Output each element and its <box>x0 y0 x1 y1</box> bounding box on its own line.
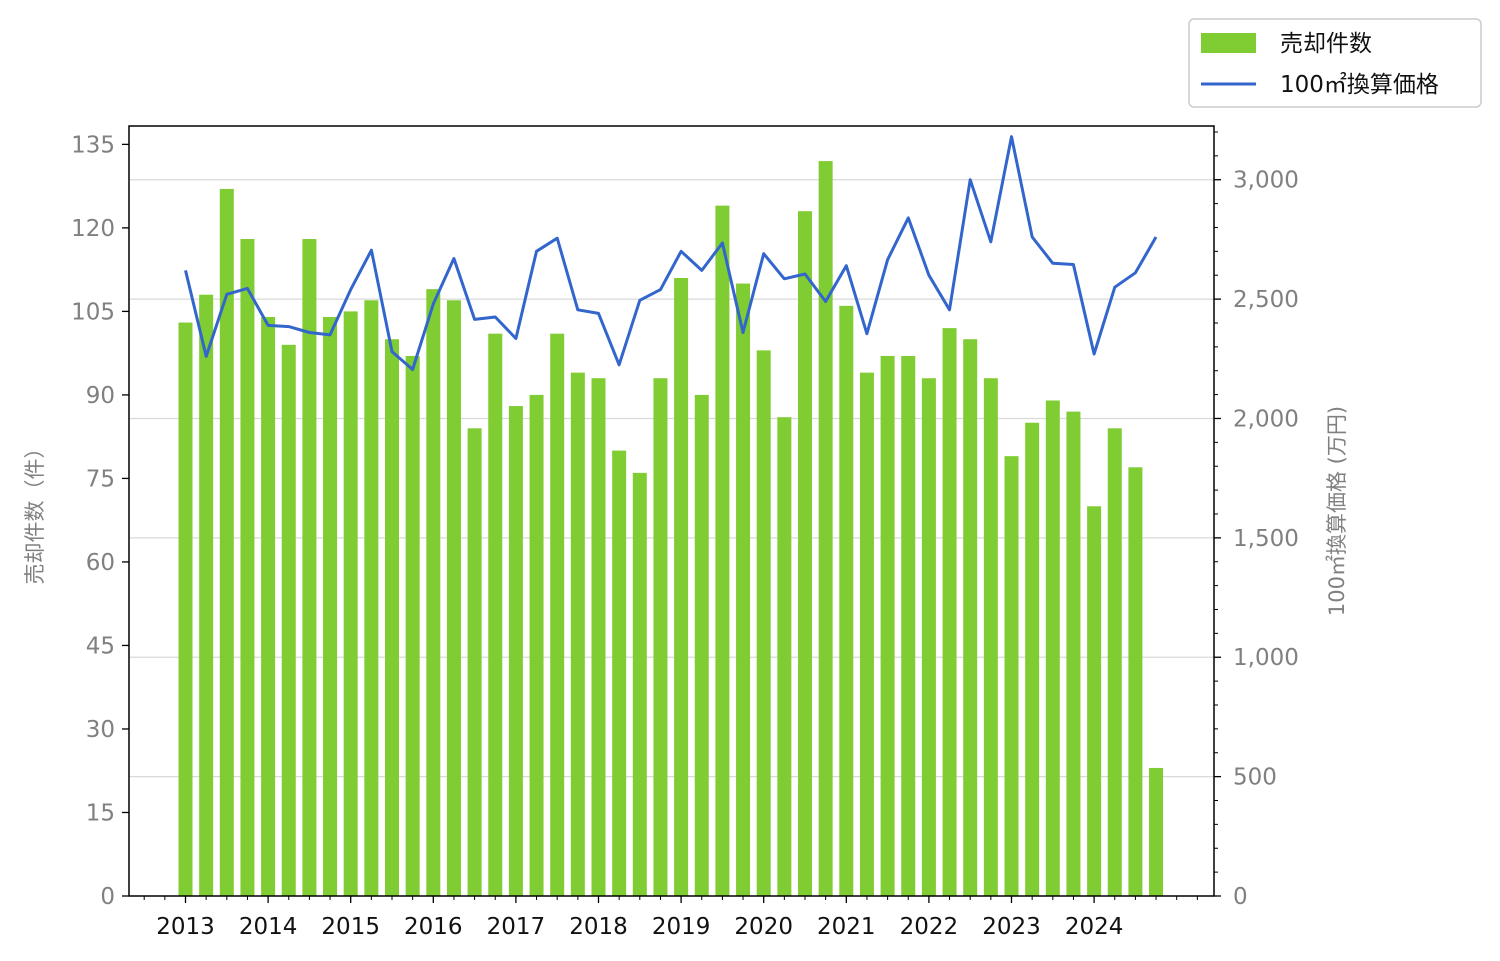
bar <box>550 333 565 896</box>
left-tick-label: 135 <box>71 132 115 158</box>
legend-bar-swatch <box>1201 33 1256 53</box>
bar-series <box>178 161 1164 897</box>
bar <box>942 328 957 896</box>
bar <box>364 300 379 896</box>
bar <box>798 211 812 896</box>
bar <box>1087 506 1102 896</box>
right-tick-label: 2,500 <box>1233 287 1299 313</box>
left-tick-label: 105 <box>71 299 115 325</box>
left-axis-label: 売却件数（件） <box>23 438 47 585</box>
bar <box>240 239 255 897</box>
plot-frame <box>128 125 1215 897</box>
bar <box>219 188 234 897</box>
left-tick-label: 60 <box>86 550 115 576</box>
x-tick-label: 2015 <box>321 914 380 940</box>
bar <box>839 305 854 896</box>
bar <box>694 394 709 896</box>
bar <box>1149 767 1164 896</box>
legend: 売却件数 100㎡換算価格 <box>1188 18 1482 108</box>
bar <box>178 322 193 897</box>
bar <box>426 289 441 897</box>
bar <box>859 372 874 896</box>
bar <box>880 355 895 897</box>
bar <box>591 378 606 896</box>
bar <box>777 417 792 896</box>
bar <box>281 344 296 896</box>
bar <box>261 316 276 897</box>
right-tick-label: 3,000 <box>1233 168 1299 194</box>
bar <box>612 450 627 896</box>
left-tick-label: 120 <box>71 216 115 242</box>
left-tick-label: 0 <box>100 884 115 910</box>
bar <box>508 406 523 896</box>
right-tick-label: 2,000 <box>1233 406 1299 432</box>
bar <box>1025 422 1040 896</box>
legend-line-label: 100㎡換算価格 <box>1280 72 1439 98</box>
x-tick-label: 2017 <box>487 914 546 940</box>
bar <box>467 428 482 896</box>
price-line <box>184 135 1158 371</box>
left-tick-label: 45 <box>86 633 115 659</box>
bar <box>1066 411 1081 896</box>
bar <box>1107 428 1122 896</box>
bar <box>570 372 585 896</box>
bar <box>529 394 544 896</box>
x-tick-label: 2022 <box>900 914 959 940</box>
left-tick-label: 75 <box>86 466 115 492</box>
bar <box>1045 400 1060 896</box>
bar <box>901 355 916 897</box>
x-tick-label: 2014 <box>239 914 298 940</box>
left-tick-label: 90 <box>86 383 115 409</box>
bar <box>405 355 420 897</box>
bar <box>921 378 936 896</box>
x-tick-label: 2024 <box>1065 914 1124 940</box>
x-tick-label: 2021 <box>817 914 876 940</box>
bar <box>1128 467 1143 896</box>
x-tick-label: 2023 <box>982 914 1041 940</box>
bar <box>1004 456 1019 896</box>
bar <box>385 339 399 896</box>
left-tick-label: 15 <box>86 800 115 826</box>
x-axis: 2013 2014 2015 2016 2017 2018 2019 2020 2021 2022… <box>143 896 1198 940</box>
bar <box>302 239 317 897</box>
bar <box>674 277 689 896</box>
right-tick-label: 0 <box>1233 884 1248 910</box>
right-axis-label: 100㎡換算価格 (万円) <box>1325 406 1349 616</box>
x-tick-label: 2013 <box>156 914 215 940</box>
bar <box>323 316 338 897</box>
right-tick-label: 500 <box>1233 765 1277 791</box>
right-tick-label: 1,500 <box>1233 526 1299 552</box>
bar <box>983 378 998 896</box>
left-axis: 0 15 30 45 60 75 90 105 120 135 <box>71 132 129 910</box>
legend-box <box>1188 18 1482 108</box>
bar <box>632 472 647 896</box>
bar <box>756 350 771 897</box>
bar <box>653 378 668 896</box>
bar <box>343 311 358 896</box>
bar <box>199 294 214 896</box>
bar <box>715 205 730 897</box>
x-tick-label: 2019 <box>652 914 711 940</box>
bar <box>488 333 503 896</box>
bar <box>736 283 751 897</box>
bar <box>446 300 461 896</box>
x-tick-label: 2020 <box>734 914 793 940</box>
bar <box>963 339 978 896</box>
left-tick-label: 30 <box>86 717 115 743</box>
x-tick-label: 2018 <box>569 914 628 940</box>
legend-bar-label: 売却件数 <box>1280 31 1372 57</box>
right-axis: 0 500 1,000 1,500 2,000 2,500 3,000 <box>1214 131 1299 910</box>
line-series <box>184 135 1158 371</box>
bar <box>818 161 833 896</box>
x-tick-label: 2016 <box>404 914 463 940</box>
right-tick-label: 1,000 <box>1233 645 1299 671</box>
